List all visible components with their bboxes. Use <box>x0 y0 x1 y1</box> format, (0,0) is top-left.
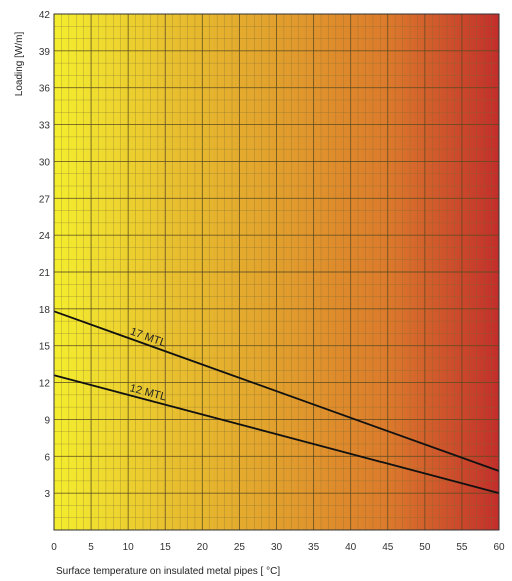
series-line <box>53 374 500 495</box>
y-tick-label: 12 <box>39 379 51 390</box>
y-tick-label: 42 <box>39 10 51 21</box>
y-tick-label: 6 <box>44 452 50 463</box>
y-tick-label: 21 <box>39 268 51 279</box>
y-tick-label: 15 <box>39 342 51 353</box>
y-tick-label: 3 <box>44 489 50 500</box>
grid <box>53 13 500 531</box>
y-tick-label: 24 <box>39 231 51 242</box>
x-tick-label: 5 <box>88 542 94 553</box>
y-tick-label: 9 <box>44 415 50 426</box>
x-tick-label: 25 <box>234 542 246 553</box>
x-tick-label: 55 <box>456 542 468 553</box>
y-tick-label: 39 <box>39 47 51 58</box>
y-tick-label: 27 <box>39 194 51 205</box>
series-line <box>53 310 500 472</box>
x-tick-label: 35 <box>308 542 320 553</box>
y-tick-label: 36 <box>39 84 51 95</box>
y-tick-label: 30 <box>39 157 51 168</box>
x-tick-label: 40 <box>345 542 357 553</box>
plot-frame <box>53 13 500 531</box>
x-axis-ticks: 0 5 10 15 20 25 30 35 40 45 50 55 60 <box>51 542 505 553</box>
y-tick-label: 18 <box>39 305 51 316</box>
x-tick-label: 20 <box>197 542 209 553</box>
x-tick-label: 60 <box>493 542 505 553</box>
x-tick-label: 15 <box>160 542 172 553</box>
x-tick-label: 30 <box>271 542 283 553</box>
y-tick-label: 33 <box>39 121 51 132</box>
x-tick-label: 10 <box>123 542 135 553</box>
x-tick-label: 45 <box>382 542 394 553</box>
x-tick-label: 0 <box>51 542 57 553</box>
y-axis-title: Loading [W/m] <box>14 32 25 97</box>
x-axis-title: Surface temperature on insulated metal p… <box>56 566 280 577</box>
x-tick-label: 50 <box>419 542 431 553</box>
